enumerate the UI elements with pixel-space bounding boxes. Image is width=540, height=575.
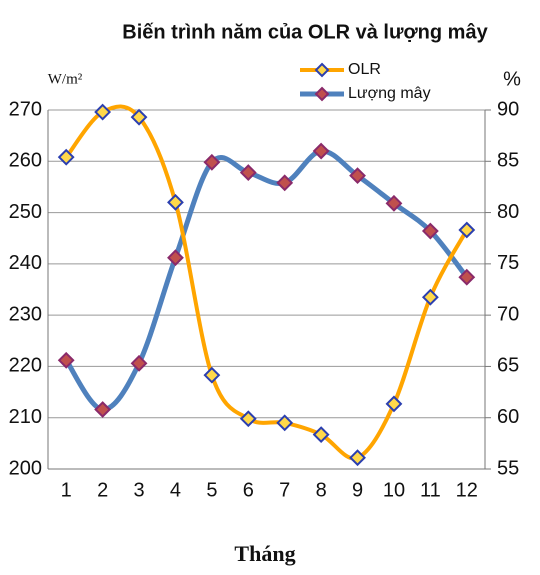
marker: [421, 222, 439, 240]
x-tick-label: 6: [243, 479, 254, 501]
marker: [312, 142, 330, 160]
y2-tick-label: 85: [497, 150, 519, 172]
marker: [385, 395, 403, 413]
legend-marker: [314, 86, 330, 102]
marker: [349, 449, 366, 467]
y-tick-label: 210: [9, 406, 42, 428]
x-tick-label: 12: [456, 479, 478, 501]
x-tick-label: 11: [420, 479, 441, 501]
y-tick-label: 250: [9, 201, 42, 223]
chart-title: Biến trình năm của OLR và lượng mây: [122, 21, 488, 43]
marker: [276, 174, 294, 192]
marker: [57, 148, 75, 166]
y-axis-label: W/m²: [48, 71, 83, 87]
y2-tick-label: 75: [497, 252, 519, 274]
x-tick-label: 3: [133, 479, 144, 501]
marker: [94, 401, 112, 418]
marker: [239, 410, 257, 428]
marker: [458, 221, 476, 239]
marker: [458, 268, 476, 286]
y-tick-label: 200: [9, 457, 42, 479]
marker: [312, 426, 330, 444]
x-tick-label: 4: [170, 479, 181, 501]
x-tick-label: 1: [61, 479, 72, 501]
y2-tick-label: 70: [497, 303, 519, 325]
marker: [130, 108, 148, 126]
marker: [276, 414, 294, 432]
y-tick-label: 230: [9, 303, 42, 325]
y2-tick-label: 65: [497, 355, 519, 377]
marker: [130, 354, 148, 372]
marker: [421, 288, 439, 306]
x-tick-label: 7: [279, 479, 290, 501]
x-axis-label: Tháng: [234, 541, 295, 566]
x-tick-label: 8: [316, 479, 327, 501]
marker: [349, 167, 366, 185]
marker: [167, 193, 184, 211]
x-tick-label: 2: [97, 479, 108, 501]
y2-tick-label: 90: [497, 98, 519, 120]
legend-marker: [314, 62, 330, 78]
marker: [94, 103, 112, 121]
marker: [203, 153, 221, 171]
x-tick-label: 9: [352, 479, 363, 501]
y2-tick-label: 55: [497, 457, 519, 479]
marker: [57, 351, 75, 369]
legend-label: Lượng mây: [348, 85, 431, 102]
y2-tick-label: 60: [497, 406, 519, 428]
x-tick-label: 10: [383, 479, 405, 501]
marker: [239, 164, 257, 181]
y-tick-label: 240: [9, 252, 42, 274]
series-line: [64, 104, 469, 461]
marker: [203, 366, 221, 384]
y-tick-label: 220: [9, 355, 42, 377]
y2-axis-label: %: [503, 68, 521, 90]
y-tick-label: 260: [9, 150, 42, 172]
y2-tick-label: 80: [497, 201, 519, 223]
marker: [385, 194, 403, 212]
legend-label: OLR: [348, 61, 381, 78]
y-tick-label: 270: [9, 98, 42, 120]
x-tick-label: 5: [206, 479, 217, 501]
marker: [167, 249, 184, 267]
